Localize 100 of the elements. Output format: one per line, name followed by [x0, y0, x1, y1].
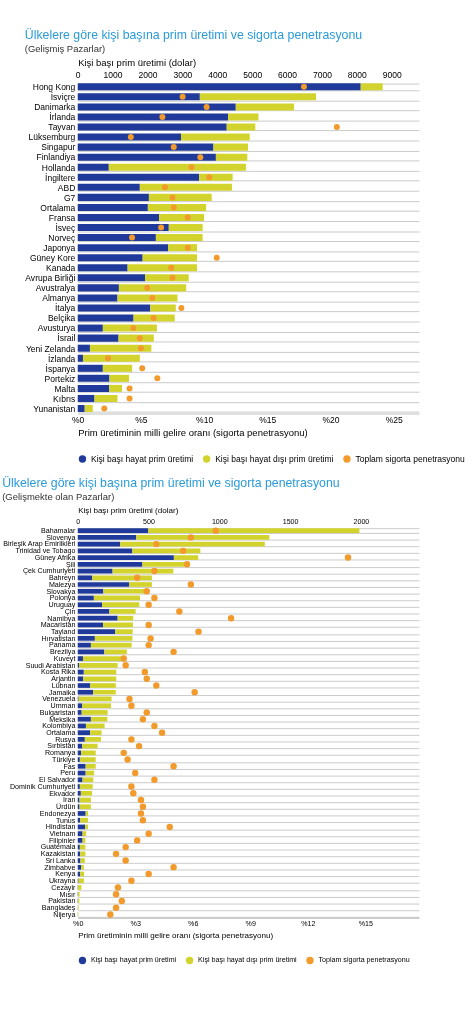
bar [77, 750, 82, 756]
bar [159, 213, 205, 222]
bar [155, 234, 203, 242]
point [143, 588, 150, 595]
bar [215, 153, 248, 161]
bar [81, 750, 96, 756]
point [128, 877, 135, 884]
bar [181, 133, 250, 141]
point [178, 304, 185, 311]
y-tick-label: Ortalama [40, 202, 76, 213]
bar [145, 274, 189, 282]
x-tick-label: 4000 [208, 70, 228, 81]
bar [150, 304, 176, 312]
point [112, 891, 120, 898]
bar [77, 811, 86, 816]
bar [77, 535, 137, 540]
point [101, 405, 108, 412]
x2-tick-label: %10 [196, 414, 214, 425]
point [179, 547, 187, 555]
y-tick-label: Avusturya [37, 323, 76, 334]
bar [77, 615, 118, 621]
x-tick-label: 7000 [312, 70, 333, 81]
point [145, 641, 152, 649]
point [141, 668, 149, 676]
y-tick-label: Finlandiya [36, 152, 76, 163]
bar [77, 173, 200, 181]
bar [77, 656, 83, 661]
y-tick-label: Kanada [45, 263, 76, 274]
y-tick-label: İsviçre [50, 92, 76, 103]
bar [77, 294, 118, 302]
bar [77, 561, 143, 567]
bar [77, 730, 91, 735]
bar [213, 143, 248, 151]
point [179, 93, 186, 100]
bar [77, 851, 81, 857]
point [112, 904, 120, 911]
point [127, 134, 134, 141]
bar [77, 737, 85, 742]
point [122, 857, 129, 864]
point [344, 554, 352, 561]
bar [82, 354, 140, 362]
bar [77, 548, 133, 554]
bar [168, 224, 203, 232]
bar [77, 831, 83, 836]
bar [77, 133, 182, 141]
bar [115, 629, 133, 634]
bar [77, 354, 83, 362]
point [170, 648, 177, 656]
bar [77, 334, 119, 342]
point [126, 395, 133, 402]
bar [77, 314, 134, 322]
bar [89, 344, 152, 352]
bar [90, 683, 116, 688]
point [184, 244, 191, 251]
bar [77, 763, 86, 769]
bar [77, 528, 149, 533]
bar [77, 183, 140, 191]
y-tick-label: İsrail [57, 333, 76, 344]
x2-tick-label: %15 [259, 414, 277, 425]
bar [129, 582, 152, 587]
bar [80, 817, 89, 823]
bar [226, 123, 256, 131]
bar [77, 817, 81, 823]
point [145, 830, 152, 837]
y-tick-label: Portekiz [44, 373, 76, 384]
point [166, 823, 173, 831]
bar [77, 113, 229, 121]
bar [80, 858, 85, 863]
bar [77, 93, 200, 101]
x-tick-label: 6000 [278, 70, 298, 81]
point [122, 662, 129, 669]
x2-tick-label: %25 [385, 414, 403, 425]
bar [77, 203, 148, 211]
x-tick-label: 3000 [173, 70, 193, 81]
bar [93, 689, 116, 695]
point [169, 274, 176, 281]
bar [77, 838, 83, 843]
bar [77, 609, 110, 614]
y-tick-label: Avustralya [35, 283, 76, 294]
bar [77, 264, 128, 272]
y-tick-label: İrlanda [49, 112, 76, 123]
point [158, 729, 166, 736]
point [139, 715, 147, 723]
point [120, 749, 127, 757]
point [154, 375, 161, 382]
bar [133, 314, 175, 322]
legend-label: Toplam sigorta penetrasyonu [355, 453, 466, 464]
bar [139, 183, 232, 191]
bar [77, 716, 91, 722]
point [126, 695, 133, 703]
point [128, 783, 135, 790]
x2-tick-label: %0 [72, 414, 85, 425]
bar [84, 404, 93, 413]
point [112, 850, 120, 858]
bar [360, 83, 383, 91]
point [206, 174, 213, 181]
bar [77, 224, 169, 232]
bar [79, 662, 118, 668]
bar [77, 703, 83, 709]
bar [81, 864, 84, 870]
